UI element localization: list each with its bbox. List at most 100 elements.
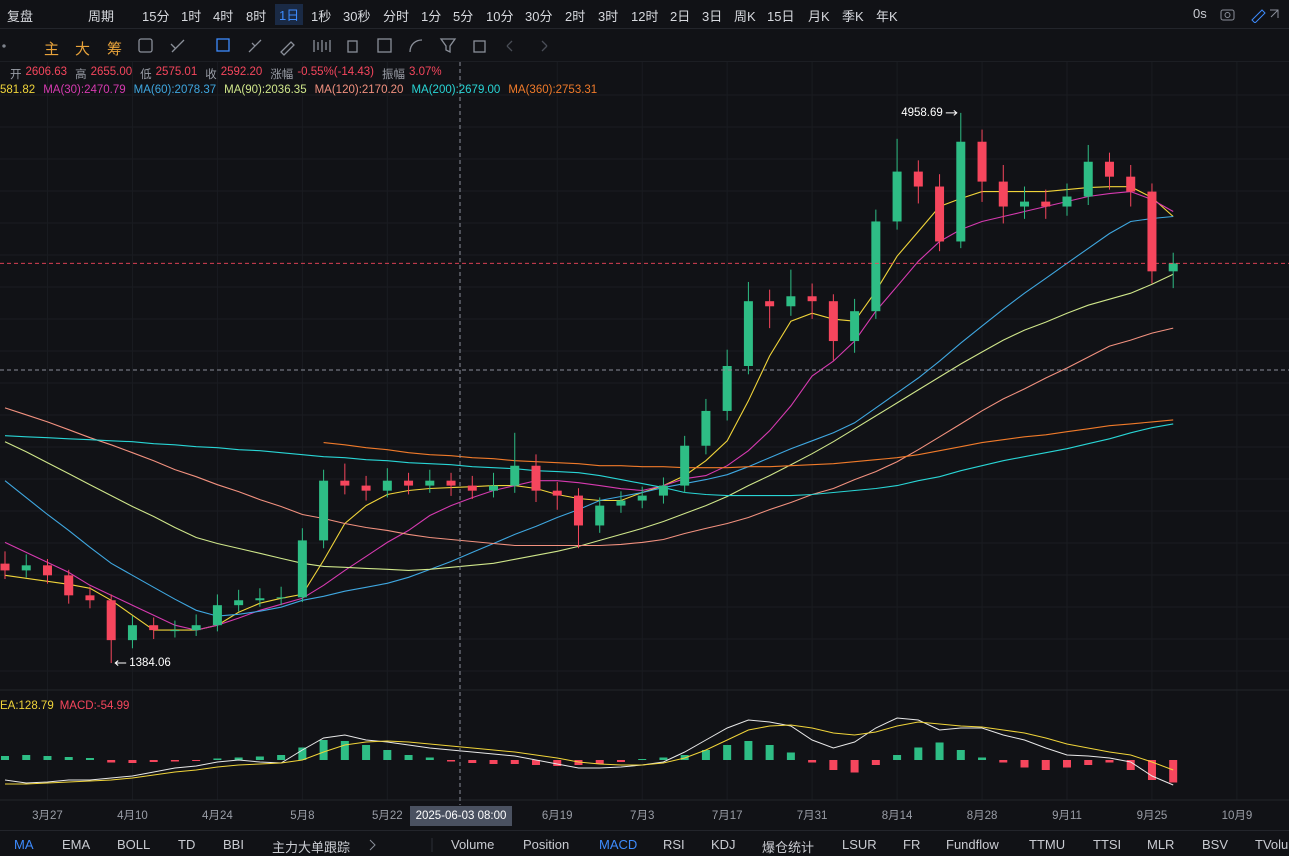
ohlc-label: 开 [10,69,22,81]
period-button[interactable]: 30秒 [343,9,371,24]
candle-body [1126,176,1136,192]
candle-body [637,495,647,501]
candle-body [573,495,583,526]
legend-entry: MA(360):2753.31 [508,84,598,96]
macd-bar [64,757,73,760]
macd-bar [914,747,923,760]
indicator-tab[interactable]: RSI [663,837,685,852]
indicator-tab[interactable]: Position [523,837,570,852]
macd-bar [850,760,859,773]
x-tick-label: 4月10 [117,810,148,822]
candle-body [149,625,159,631]
period-button[interactable]: 2日 [670,9,691,24]
period-button[interactable]: 10分 [486,9,514,24]
indicator-tab[interactable]: TTMU [1029,837,1066,852]
period-button[interactable]: 2时 [565,9,586,24]
indicator-tab[interactable]: MA [14,837,34,852]
period-button[interactable]: 3时 [598,9,619,24]
macd-bar [192,760,201,761]
indicator-tab[interactable]: 爆仓统计 [762,840,815,855]
indicator-tab[interactable]: MACD [599,837,638,852]
candle-body [21,565,31,571]
candle-body [467,485,477,491]
period-button[interactable]: 3日 [702,9,723,24]
candle-body [828,301,838,342]
period-button[interactable]: 15日 [767,9,795,24]
indicator-tab[interactable]: BOLL [117,837,151,852]
indicator-tab[interactable]: Fundflow [946,837,999,852]
candle-body [127,625,137,641]
indicator-tab[interactable]: MLR [1147,837,1175,852]
ohlc-value: -0.55%(-14.43) [297,66,375,78]
macd-bar [595,760,604,764]
crosshair-date-box [410,806,512,826]
macd-bar [765,745,774,760]
indicator-tab[interactable]: BSV [1202,837,1229,852]
indicator-tab[interactable]: KDJ [711,837,736,852]
legend-entry: MA(200):2679.00 [411,84,501,96]
drawing-toolbar: 主大筹 [0,30,1289,62]
period-button[interactable]: 4时 [213,9,234,24]
period-button[interactable]: 1时 [181,9,202,24]
period-button[interactable]: 30分 [525,9,553,24]
indicator-toggle[interactable]: 主 [44,41,60,58]
macd-bar [829,760,838,770]
period-button[interactable]: 复盘 [7,9,34,24]
indicator-tab[interactable]: TD [178,837,196,852]
indicator-tab[interactable]: Volume [451,837,495,852]
macd-bar [319,740,328,760]
period-button[interactable]: 5分 [453,9,474,24]
indicator-tab[interactable]: EMA [62,837,91,852]
candle-body [510,465,520,486]
period-button[interactable]: 周K [734,9,756,24]
indicator-tab[interactable]: BBI [223,837,244,852]
macd-bar [786,752,795,760]
period-button[interactable]: 1秒 [311,9,332,24]
period-button[interactable]: 1分 [421,9,442,24]
candle-body [722,365,732,411]
ma-line [4,215,1174,617]
candle-body [382,480,392,491]
period-button[interactable]: 15分 [142,9,170,24]
period-button[interactable]: 周期 [88,9,115,24]
period-toolbar: 复盘 周期 15分 1时 4时 8时 1日 1秒 30秒 分时 1分 5分 10分 30分 2时 3时 12时 2… [0,0,1289,29]
legend-entry: MA(90):2036.35 [224,84,307,96]
dea-line [5,721,1174,785]
indicator-toggle[interactable]: 筹 [107,41,123,58]
macd-bar [234,757,243,760]
indicator-toggle[interactable]: 大 [75,41,91,58]
candle-body [319,480,329,541]
macd-bar [1063,760,1071,768]
macd-label: EA:128.79 [0,700,54,712]
indicator-tab[interactable]: TTSI [1093,837,1122,852]
macd-bar [213,758,222,760]
ohlc-value: 2592.20 [220,66,263,78]
indicator-tab[interactable]: FR [903,837,921,852]
period-button[interactable]: 月K [808,9,830,24]
macd-bar [616,760,625,762]
x-tick-label: 10月9 [1222,810,1253,822]
macd-bar [893,755,902,760]
period-button[interactable]: 季K [842,9,864,24]
legend-entry: 581.82 [0,84,36,96]
indicator-tab[interactable]: LSUR [842,837,877,852]
period-button[interactable]: 分时 [383,9,410,24]
candle-body [743,301,753,366]
legend-entry: MA(30):2470.79 [43,84,126,96]
period-button[interactable]: 8时 [246,9,267,24]
candle-body [42,565,52,576]
ohlc-value: 2655.00 [90,66,133,78]
period-button[interactable]: 年K [876,9,898,24]
x-tick-label: 7月3 [630,810,654,822]
candle-body [191,625,201,631]
x-tick-label: 9月25 [1137,810,1168,822]
macd-bar [638,759,647,760]
ohlc-value: 2606.63 [25,66,68,78]
indicator-tab[interactable]: 主力大单跟踪 [272,840,351,855]
period-button[interactable]: 12时 [631,9,659,24]
candle-body [404,480,414,486]
period-button[interactable]: 1日 [275,4,304,25]
indicator-tab[interactable]: TVolu [1255,837,1289,852]
